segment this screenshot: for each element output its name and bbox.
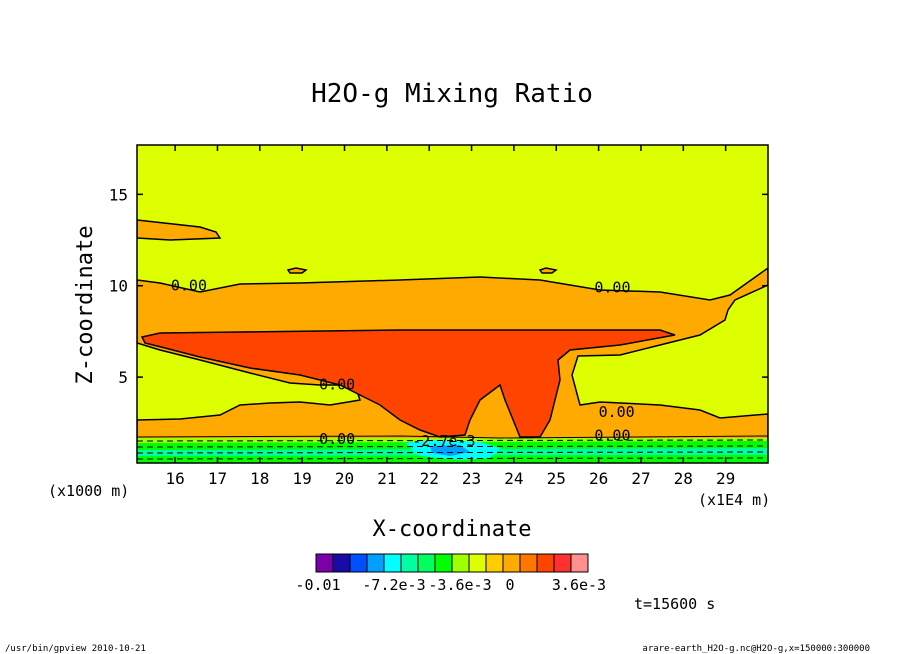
colorbar-tick-label: -7.2e-3 <box>362 576 425 594</box>
colorbar-tick-label: 0 <box>505 576 514 594</box>
y-tick-label: 15 <box>109 185 128 204</box>
colorbar-swatch <box>502 553 521 573</box>
colorbar-swatch <box>485 553 504 573</box>
contour-label: 0.00 <box>594 279 630 297</box>
colorbar-swatch <box>451 553 470 573</box>
x-tick-label: 16 <box>165 469 184 488</box>
time-label: t=15600 s <box>634 595 715 613</box>
x-tick-label: 20 <box>335 469 354 488</box>
chart-title: H2O-g Mixing Ratio <box>311 79 593 109</box>
contour-label: 0.00 <box>319 375 355 393</box>
x-tick-label: 22 <box>420 469 439 488</box>
colorbar-swatch <box>315 553 334 573</box>
x-axis-title: X-coordinate <box>373 517 532 542</box>
x-tick-label: 27 <box>631 469 650 488</box>
x-tick-label: 29 <box>716 469 735 488</box>
x-tick-label: 18 <box>250 469 269 488</box>
x-tick-label: 17 <box>208 469 227 488</box>
colorbar-swatch <box>332 553 351 573</box>
colorbar-tick-label: 3.6e-3 <box>552 576 606 594</box>
x-tick-label: 28 <box>674 469 693 488</box>
x-axis-unit-label: (x1E4 m) <box>698 491 770 509</box>
colorbar-swatch <box>570 553 589 573</box>
colorbar-swatch <box>349 553 368 573</box>
x-tick-label: 26 <box>589 469 608 488</box>
footer-left: /usr/bin/gpview 2010-10-21 <box>5 644 146 654</box>
y-axis-title: Z-coordinate <box>73 226 98 385</box>
colorbar-swatch <box>468 553 487 573</box>
y-axis-unit-label: (x1000 m) <box>48 482 129 500</box>
contour-label: 0.00 <box>599 403 635 421</box>
colorbar-swatch <box>417 553 436 573</box>
contour-labels: 0.00 0.00 0.00 0.00 0.00 0.00 -2.7e-3 <box>171 277 635 450</box>
colorbar-swatch <box>366 553 385 573</box>
colorbar-tick-label: -3.6e-3 <box>428 576 491 594</box>
x-axis: 16 17 18 19 20 21 22 23 24 25 26 27 28 29 <box>165 145 735 488</box>
contour-field <box>136 144 769 464</box>
x-tick-label: 21 <box>377 469 396 488</box>
colorbar-swatch <box>519 553 538 573</box>
y-tick-label: 5 <box>118 368 128 387</box>
contour-label: 0.00 <box>319 430 355 448</box>
y-tick-label: 10 <box>109 277 128 296</box>
contour-label: -2.7e-3 <box>412 432 475 450</box>
colorbar-swatch <box>536 553 555 573</box>
colorbar-swatch <box>553 553 572 573</box>
colorbar <box>315 553 589 573</box>
contour-label: 0.00 <box>171 277 207 295</box>
colorbar-tick-label: -0.01 <box>295 576 340 594</box>
x-tick-label: 23 <box>462 469 481 488</box>
colorbar-swatch <box>383 553 402 573</box>
colorbar-labels: -0.01 -7.2e-3 -3.6e-3 0 3.6e-3 <box>295 576 606 594</box>
x-tick-label: 24 <box>504 469 523 488</box>
colorbar-swatch <box>434 553 453 573</box>
x-tick-label: 19 <box>293 469 312 488</box>
y-axis: 5 10 15 <box>109 185 768 387</box>
x-tick-label: 25 <box>547 469 566 488</box>
footer-right: arare-earth_H2O-g.nc@H2O-g,x=150000:3000… <box>642 644 870 654</box>
contour-label: 0.00 <box>594 427 630 445</box>
colorbar-swatch <box>400 553 419 573</box>
